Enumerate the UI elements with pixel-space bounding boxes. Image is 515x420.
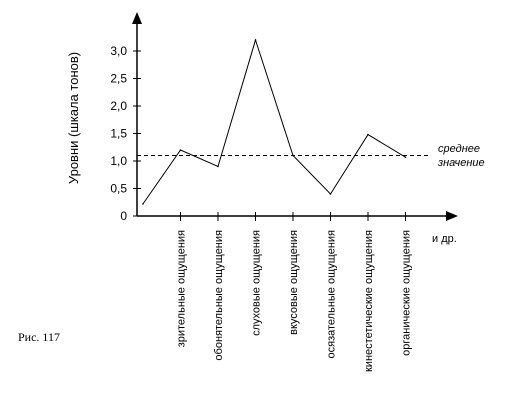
series-line (142, 38, 406, 205)
series-point (217, 165, 219, 168)
y-axis-arrow (132, 12, 142, 24)
x-category-label: слуховые ощущения (251, 230, 263, 336)
series-point (404, 156, 407, 158)
reference-label-line1: среднее (438, 143, 480, 155)
y-tick-label: 1,5 (110, 127, 127, 141)
figure-caption: Рис. 117 (18, 330, 60, 344)
y-tick-label: 2,5 (110, 72, 127, 86)
y-tick-label: 1,0 (110, 154, 127, 168)
y-tick-label: 3,0 (110, 44, 127, 58)
series-point (367, 133, 369, 136)
y-ticks: 0 0,5 1,0 1,5 2,0 2,5 3,0 (110, 44, 141, 223)
series-point (329, 193, 332, 195)
y-tick-label: 0,5 (110, 182, 127, 196)
reference-label-line2: значение (437, 157, 485, 169)
series-group (142, 38, 407, 205)
x-category-label: обонятельные ощущения (213, 230, 225, 361)
series-point (142, 203, 144, 205)
x-ticks: зрительные ощущения обонятельные ощущения… (176, 212, 413, 372)
y-tick-label: 0 (120, 209, 127, 223)
series-point (179, 149, 182, 151)
y-axis-label: Уровни (шкала тонов) (66, 52, 81, 184)
y-tick-label: 2,0 (110, 99, 127, 113)
x-category-label: органические ощущения (401, 230, 413, 356)
series-point (254, 39, 257, 41)
x-axis-arrow (446, 211, 458, 221)
x-category-label: зрительные ощущения (176, 230, 188, 347)
x-axis-end-label: и др. (432, 233, 457, 245)
series-point (292, 154, 294, 157)
x-category-label: осязательные ощущения (326, 230, 338, 359)
x-category-label: кинестетические ощущения (363, 230, 375, 372)
x-category-label: вкусовые ощущения (288, 230, 300, 335)
